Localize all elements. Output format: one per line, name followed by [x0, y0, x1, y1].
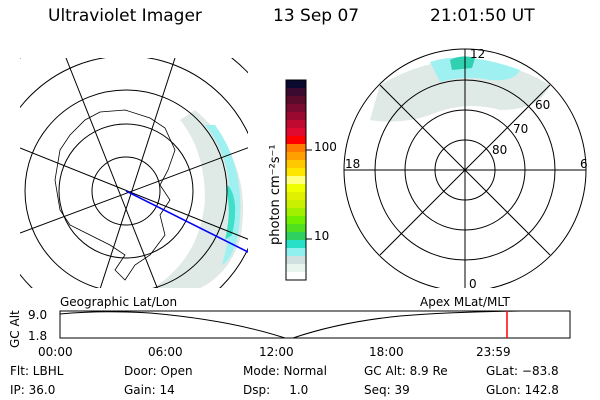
- altitude-ylabel: GC Alt: [8, 310, 22, 348]
- colorbar-swatch: [286, 240, 306, 249]
- colorbar-swatch: [286, 152, 306, 161]
- colorbar: [285, 79, 312, 281]
- colorbar-unit-label: photon cm⁻²s⁻¹: [268, 144, 283, 245]
- colorbar-tick-100: 100: [314, 140, 337, 154]
- colorbar-swatch: [286, 176, 306, 185]
- xtick-2359: 23:59: [476, 345, 511, 359]
- altitude-plot: [59, 310, 571, 339]
- colorbar-swatch: [286, 104, 306, 113]
- colorbar-swatch: [286, 80, 306, 89]
- gc-alt-status: GC Alt: 8.9 Re: [364, 364, 448, 378]
- colorbar-swatch: [286, 120, 306, 129]
- mlt-map-label: Apex MLat/MLT: [420, 295, 510, 309]
- colorbar-swatch: [286, 128, 306, 137]
- colorbar-tick-10: 10: [314, 229, 330, 243]
- colorbar-swatch: [286, 200, 306, 209]
- colorbar-swatch: [286, 88, 306, 97]
- dsp-status: Dsp: 1.0: [243, 383, 309, 397]
- colorbar-swatch: [286, 232, 306, 241]
- spacecraft-track: [125, 190, 248, 253]
- colorbar-swatch: [286, 216, 306, 225]
- xtick-1200: 12:00: [259, 345, 294, 359]
- glat-status: GLat: −83.8: [486, 364, 559, 378]
- altitude-ytick-min: 1.8: [28, 329, 48, 343]
- lat-label-70: 70: [513, 122, 529, 136]
- mlt-label-18: 18: [345, 157, 361, 171]
- lat-label-60: 60: [535, 98, 551, 112]
- lat-label-80: 80: [492, 143, 508, 157]
- colorbar-swatch: [286, 248, 306, 257]
- ip-status: IP: 36.0: [10, 383, 56, 397]
- altitude-ytick-max: 9.0: [28, 308, 48, 322]
- mlat-mlt-map: [343, 48, 587, 288]
- geo-map-label: Geographic Lat/Lon: [60, 295, 178, 309]
- glon-status: GLon: 142.8: [486, 383, 559, 397]
- colorbar-swatch: [286, 192, 306, 201]
- mode-status: Mode: Normal: [243, 364, 327, 378]
- door-status: Door: Open: [124, 364, 193, 378]
- colorbar-swatch: [286, 96, 306, 105]
- colorbar-swatch: [286, 184, 306, 193]
- instrument-title: Ultraviolet Imager: [48, 6, 202, 26]
- colorbar-swatch: [286, 144, 306, 153]
- colorbar-swatch: [286, 168, 306, 177]
- xtick-0600: 06:00: [148, 345, 183, 359]
- mlt-label-12: 12: [470, 47, 486, 61]
- xtick-0000: 00:00: [38, 345, 73, 359]
- colorbar-swatch: [286, 264, 306, 273]
- mlt-label-0: 0: [469, 277, 477, 291]
- colorbar-swatch: [286, 136, 306, 145]
- xtick-1800: 18:00: [369, 345, 404, 359]
- mlt-label-6: 6: [580, 157, 588, 171]
- colorbar-swatch: [286, 112, 306, 121]
- colorbar-swatch: [286, 256, 306, 265]
- coastline: [54, 109, 176, 281]
- time-label: 21:01:50 UT: [430, 6, 535, 26]
- seq-status: Seq: 39: [364, 383, 410, 397]
- altitude-curve: [59, 310, 570, 339]
- colorbar-swatch: [286, 224, 306, 233]
- colorbar-frame: [285, 79, 307, 281]
- geographic-map: [20, 58, 248, 288]
- colorbar-swatch: [286, 208, 306, 217]
- colorbar-swatch: [286, 160, 306, 169]
- colorbar-swatch: [286, 272, 306, 281]
- date-label: 13 Sep 07: [273, 6, 360, 26]
- gain-status: Gain: 14: [124, 383, 175, 397]
- filter-status: Flt: LBHL: [10, 364, 64, 378]
